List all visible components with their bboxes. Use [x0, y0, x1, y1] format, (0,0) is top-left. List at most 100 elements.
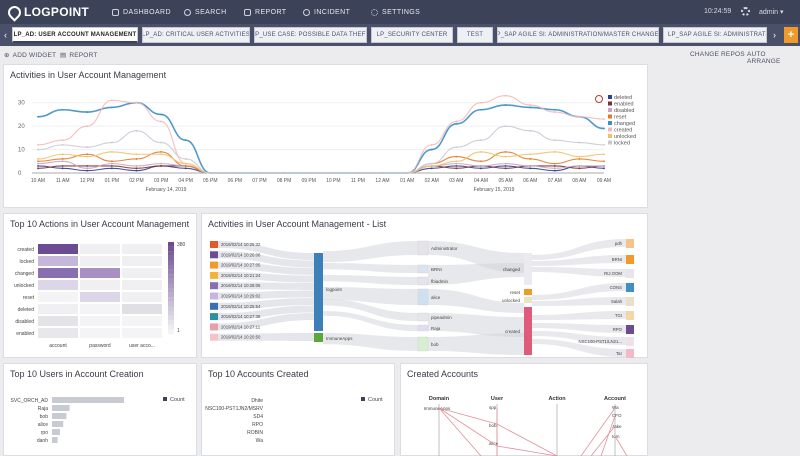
bar-label: NSC100-PST1JN2/MSRV: [205, 406, 263, 412]
sankey-flow: [323, 299, 418, 321]
parallel-line: [438, 407, 558, 456]
axis-label: Domain: [429, 396, 450, 402]
tab-user-account-management[interactable]: LP_AD: USER ACCOUNT MANAGEMENT: [12, 27, 138, 43]
sankey-user-node: [417, 288, 429, 306]
heatmap-row-label: reset: [23, 295, 35, 301]
heatmap-cell: [80, 316, 120, 326]
data-point-unlocked: [578, 155, 581, 158]
sankey-flow: [218, 313, 314, 331]
logpoint-logo[interactable]: LOGPOINT: [5, 2, 89, 22]
heatmap-cell: [122, 316, 162, 326]
report-button[interactable]: ▤ REPORT: [60, 51, 98, 60]
sankey-account-label: CONS: [610, 285, 623, 290]
x-tick-label: 02 AM: [425, 178, 439, 184]
sankey-time-label: 2019/02/14 10:25:32: [221, 242, 261, 247]
x-tick-label: 03 PM: [154, 178, 168, 184]
tab-security-center[interactable]: LP_SECURITY CENTER: [371, 27, 453, 43]
sankey-time-label: 2019/02/14 10:20:50: [221, 335, 261, 340]
tab-possible-data-theft[interactable]: LP_USE CASE: POSSIBLE DATA THEFT: [254, 27, 367, 43]
widget-top-users: Top 10 Users in Account Creation SVC_ORC…: [3, 363, 197, 456]
change-repos-button[interactable]: CHANGE REPOS: [690, 51, 745, 58]
heatmap-cell: [80, 304, 120, 314]
data-point-locked: [430, 162, 433, 165]
nav-settings[interactable]: SETTINGS: [371, 7, 420, 18]
x-tick-label: 01 PM: [105, 178, 119, 184]
bar-label: SD4: [253, 414, 263, 420]
add-tab-button[interactable]: +: [784, 27, 798, 43]
x-tick-label: 06 AM: [523, 178, 537, 184]
nav-dashboard[interactable]: DASHBOARD: [112, 7, 171, 18]
sankey-time-label: 2019/02/14 10:27:38: [221, 314, 261, 319]
axis-value: Jake: [612, 424, 622, 429]
x-tick-label: 08 PM: [277, 178, 291, 184]
sankey-user-label: fbiadmin: [431, 279, 449, 284]
bar-label: bob: [40, 414, 49, 420]
heatmap-cell: [38, 292, 78, 302]
date-label: February 15, 2019: [474, 187, 515, 193]
sankey-action-label: unlocked: [502, 298, 521, 303]
legend-toggle-icon: [595, 95, 603, 103]
nav-incident[interactable]: INCIDENT: [303, 7, 350, 18]
sankey-flow: [218, 261, 314, 275]
data-point-locked: [61, 143, 64, 146]
data-point-deleted: [480, 167, 482, 170]
sankey-time-label: 2019/02/14 10:29:02: [221, 294, 261, 299]
data-point-reset: [184, 165, 187, 167]
nav-settings-label: SETTINGS: [382, 9, 421, 16]
tab-sap-admin-master-changes[interactable]: LP_SAP AGILE SI: ADMINISTRATION/MASTER C…: [497, 27, 659, 43]
sankey-time-node: [210, 302, 218, 310]
legend-swatch: [608, 108, 612, 112]
auto-arrange-button[interactable]: AUTO ARRANGE: [747, 51, 781, 65]
data-point-enabled: [504, 167, 507, 170]
heatmap-cell: [38, 316, 78, 326]
heatmap-cell: [122, 268, 162, 278]
nav-report[interactable]: REPORT: [244, 7, 286, 18]
sankey-user-node: [417, 264, 429, 274]
data-point-unlocked: [184, 162, 187, 165]
data-point-deleted: [184, 167, 187, 170]
color-scale-step: [168, 329, 174, 335]
user-menu[interactable]: admin ▾: [759, 9, 784, 16]
legend-swatch: [608, 127, 612, 132]
sankey-flow: [323, 275, 418, 285]
sankey-account-node: [626, 349, 634, 358]
tab-scroll-left-icon[interactable]: ‹: [4, 30, 7, 40]
x-tick-label: 07 AM: [548, 178, 562, 184]
data-point-enabled: [455, 167, 458, 170]
gear-icon[interactable]: [741, 7, 750, 16]
heatmap-cell: [122, 304, 162, 314]
heatmap-row-label: disabled: [15, 319, 34, 325]
tab-critical-user-activities[interactable]: LP_AD: CRITICAL USER ACTIVITIES: [142, 27, 250, 43]
sankey-flow: [218, 305, 314, 321]
bar: [52, 429, 60, 435]
legend-label: created: [614, 128, 632, 134]
bar: [52, 397, 124, 403]
data-point-reset: [553, 162, 556, 165]
sankey-flow: [532, 267, 626, 277]
toolbar: ⊕ ADD WIDGET ▤ REPORT CHANGE REPOS AUTO AR…: [0, 46, 800, 65]
axis-value: tom: [612, 434, 620, 439]
x-tick-label: 10 AM: [31, 178, 45, 184]
data-point-deleted: [110, 167, 113, 170]
data-point-created: [578, 115, 581, 118]
widget-title: Top 10 Actions in User Account Managemen…: [10, 219, 190, 229]
widget-title: Created Accounts: [407, 369, 479, 379]
nav-search[interactable]: SEARCH: [184, 7, 227, 18]
heatmap-cell: [122, 292, 162, 302]
heatmap-cell: [80, 244, 120, 254]
data-point-reset: [135, 158, 138, 160]
top-users-bar-chart: SVC_ORCH_AD Raja bob alice rpo danh Count: [10, 397, 185, 444]
add-widget-button[interactable]: ⊕ ADD WIDGET: [4, 51, 56, 60]
tab-sap-administrator[interactable]: LP_SAP AGILE SI: ADMINISTRATOR: [663, 27, 767, 43]
sankey-time-node: [210, 271, 218, 279]
tab-scroll-right-icon[interactable]: ›: [773, 30, 776, 40]
tab-test[interactable]: TEST: [457, 27, 493, 43]
sankey-time-label: 2019/02/14 10:27:05: [221, 263, 261, 268]
sankey-user-node: [417, 240, 429, 256]
legend-label: Count: [170, 397, 185, 403]
bar: [52, 413, 67, 419]
data-point-created: [480, 101, 482, 104]
data-point-locked: [160, 141, 162, 144]
legend-swatch: [361, 397, 365, 401]
sankey-account-label: RIJ.OOM: [604, 271, 622, 276]
